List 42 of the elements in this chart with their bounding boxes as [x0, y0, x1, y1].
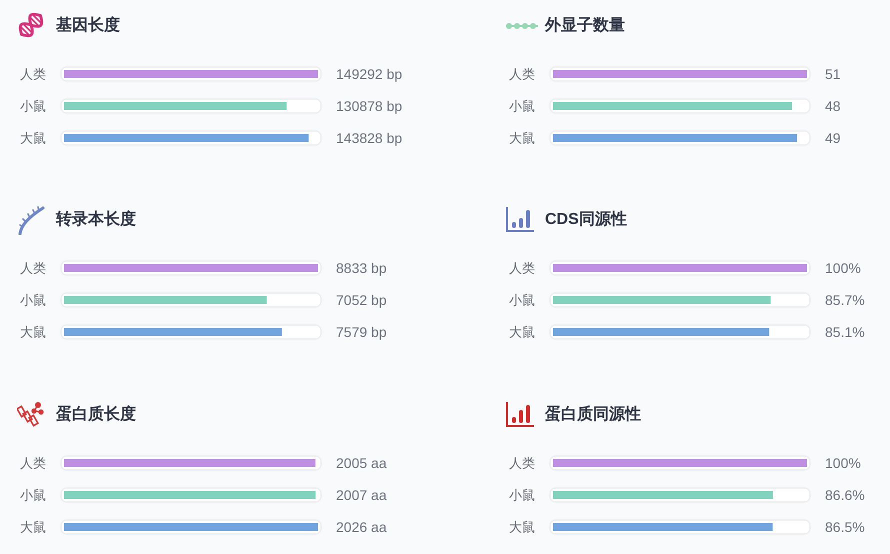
y-tick-label: 小鼠: [20, 488, 46, 502]
y-tick-label: 小鼠: [509, 98, 535, 114]
data-label: 100%: [825, 260, 861, 276]
y-tick-label: 大鼠: [509, 520, 535, 534]
y-tick-label: 大鼠: [20, 324, 46, 340]
data-label: 2007 aa: [336, 487, 387, 503]
y-tick-label: 大鼠: [509, 324, 535, 340]
y-tick-label: 小鼠: [509, 292, 535, 308]
data-label: 85.7%: [825, 292, 865, 308]
chart-title: 蛋白质长度: [56, 404, 136, 425]
y-tick-label: 小鼠: [20, 98, 46, 114]
y-tick-label: 人类: [20, 456, 46, 470]
y-tick-label: 人类: [509, 260, 535, 276]
data-label: 149292 bp: [336, 66, 402, 82]
y-tick-label: 小鼠: [509, 488, 535, 502]
data-label: 86.6%: [825, 487, 865, 503]
y-tick-label: 小鼠: [20, 292, 46, 308]
data-label: 2026 aa: [336, 519, 387, 535]
data-label: 143828 bp: [336, 130, 402, 146]
data-label: 51: [825, 66, 841, 82]
chart-title: 基因长度: [56, 15, 120, 36]
y-tick-label: 人类: [20, 260, 46, 276]
data-label: 8833 bp: [336, 260, 387, 276]
data-label: 48: [825, 98, 841, 114]
chart-title: 外显子数量: [545, 16, 625, 36]
chart-title: CDS同源性: [545, 210, 627, 230]
y-tick-label: 人类: [20, 66, 46, 82]
data-label: 85.1%: [825, 324, 865, 340]
chart-title: 转录本长度: [56, 209, 136, 230]
data-label: 130878 bp: [336, 98, 402, 114]
y-tick-label: 人类: [509, 66, 535, 82]
data-label: 100%: [825, 455, 861, 471]
data-label: 86.5%: [825, 519, 865, 535]
y-tick-label: 人类: [509, 456, 535, 470]
y-tick-label: 大鼠: [20, 520, 46, 534]
data-label: 7052 bp: [336, 292, 387, 308]
data-label: 2005 aa: [336, 455, 387, 471]
chart-title: 蛋白质同源性: [545, 404, 641, 425]
y-tick-label: 大鼠: [509, 130, 535, 146]
data-label: 7579 bp: [336, 324, 387, 340]
y-tick-label: 大鼠: [20, 130, 46, 146]
data-label: 49: [825, 130, 841, 146]
